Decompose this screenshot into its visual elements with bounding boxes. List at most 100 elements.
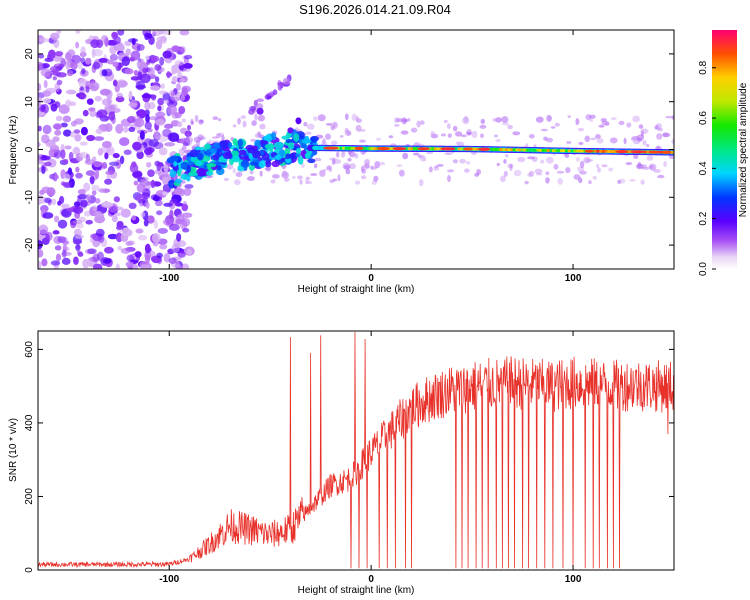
spectrogram-blob — [186, 132, 190, 139]
spectrogram-blob — [167, 104, 178, 115]
spectrogram-blob — [600, 117, 607, 123]
spectrogram-blob — [170, 91, 176, 97]
spectrogram-blob — [136, 60, 141, 68]
spectrogram-blob — [116, 92, 123, 98]
spectrogram-blob — [75, 166, 80, 173]
spectrogram-blob — [65, 99, 72, 108]
spectrogram-blob — [463, 147, 473, 151]
spectrogram-blob — [596, 137, 604, 144]
spectrogram-blob — [584, 135, 591, 143]
spectrogram-blob — [75, 243, 81, 252]
spectrogram-blob — [546, 137, 554, 143]
spectrogram-blob — [671, 138, 674, 144]
spectrogram-blob — [588, 119, 594, 122]
spectrogram-blob — [595, 134, 601, 140]
spectrogram-blob — [271, 160, 280, 168]
spectrogram-blob — [38, 104, 46, 112]
spectrogram-blob — [446, 123, 451, 130]
spectrogram-blob — [42, 212, 54, 219]
spectrogram-blob — [137, 234, 148, 241]
spectrogram-blob — [93, 136, 105, 141]
spectrogram-blob — [232, 167, 236, 174]
spectrogram-blob — [145, 113, 150, 124]
spectrogram-blob — [133, 180, 139, 186]
spectrogram-blob — [57, 236, 66, 244]
spectrogram-blob — [105, 170, 115, 176]
spectrogram-blob — [466, 132, 472, 135]
spectrogram-blob — [39, 37, 50, 43]
spectrogram-blob — [264, 143, 275, 150]
spectrogram-blob — [82, 258, 90, 269]
spectrogram-blob — [85, 170, 96, 177]
spectrogram-blob — [171, 45, 181, 53]
spectrogram-blob — [237, 138, 244, 148]
spectrogram-blob — [80, 126, 88, 136]
spectrogram-blob — [147, 169, 155, 178]
spectrogram-blob — [205, 170, 214, 176]
spectrogram-blob — [206, 163, 217, 168]
spectrogram-blob — [577, 127, 585, 132]
spectrogram-blob — [92, 49, 104, 57]
spectrogram-blob — [142, 67, 148, 74]
spectrogram-blob — [101, 141, 112, 149]
spectrogram-blob — [112, 61, 119, 68]
spectrogram-blob — [212, 154, 220, 161]
spectrogram-blob — [374, 160, 381, 169]
spectrogram-blob — [98, 188, 106, 193]
spectrogram-x-tick-label: -100 — [159, 273, 179, 284]
spectrogram-blob — [183, 63, 193, 69]
spectrogram-blob — [252, 150, 261, 159]
spectrogram-blob — [168, 132, 180, 142]
spectrogram-blob — [639, 164, 648, 169]
spectrogram-blob — [38, 109, 42, 118]
spectrogram-blob — [479, 124, 487, 129]
spectrogram-blob — [147, 66, 155, 77]
spectrogram-blob — [104, 246, 114, 254]
spectrogram-blob — [131, 171, 142, 178]
spectrogram-blob — [159, 56, 165, 66]
spectrogram-blob — [322, 138, 326, 144]
spectrogram-blob — [115, 232, 123, 243]
spectrogram-blob — [40, 155, 51, 161]
spectrogram-blob — [428, 166, 433, 173]
spectrogram-blob — [496, 162, 500, 166]
spectrogram-x-ticks: -100 0 100 — [159, 30, 582, 284]
spectrogram-blob — [43, 80, 48, 88]
spectrogram-blob — [54, 245, 62, 251]
spectrogram-blob — [56, 30, 62, 35]
spectrogram-blob — [398, 169, 405, 177]
spectrogram-blob — [135, 80, 146, 91]
spectrogram-blob — [101, 98, 112, 106]
spectrogram-blob — [354, 153, 359, 159]
spectrogram-blob — [330, 140, 338, 146]
spectrogram-blob — [44, 197, 52, 204]
spectrogram-blob — [598, 124, 605, 128]
spectrogram-blob — [101, 162, 108, 169]
spectrogram-blob — [630, 150, 645, 154]
spectrogram-blob — [222, 151, 233, 160]
spectrogram-blob — [177, 251, 186, 258]
spectrogram-blob — [109, 45, 117, 55]
spectrogram-y-tick-label: -10 — [24, 190, 35, 205]
spectrogram-blob — [128, 90, 133, 101]
spectrogram-blob — [79, 141, 88, 146]
spectrogram-blob — [209, 147, 217, 154]
spectrogram-blob — [630, 136, 638, 142]
spectrogram-blob — [546, 156, 554, 164]
spectrogram-blob — [218, 118, 222, 122]
spectrogram-blob — [219, 140, 229, 149]
spectrogram-blob — [633, 154, 639, 160]
spectrogram-blob — [133, 70, 139, 76]
spectrogram-blob — [157, 97, 165, 106]
spectrogram-blob — [480, 133, 484, 139]
spectrogram-blob — [417, 147, 430, 151]
spectrogram-blob — [104, 37, 109, 47]
spectrogram-blob — [85, 193, 92, 201]
spectrogram-blob — [134, 118, 145, 128]
spectrogram-blob — [144, 121, 152, 130]
spectrogram-blob — [412, 152, 420, 156]
spectrogram-blob — [112, 80, 118, 87]
spectrogram-blob — [116, 225, 123, 230]
spectrogram-blob — [38, 100, 41, 107]
spectrogram-blob — [616, 150, 627, 154]
